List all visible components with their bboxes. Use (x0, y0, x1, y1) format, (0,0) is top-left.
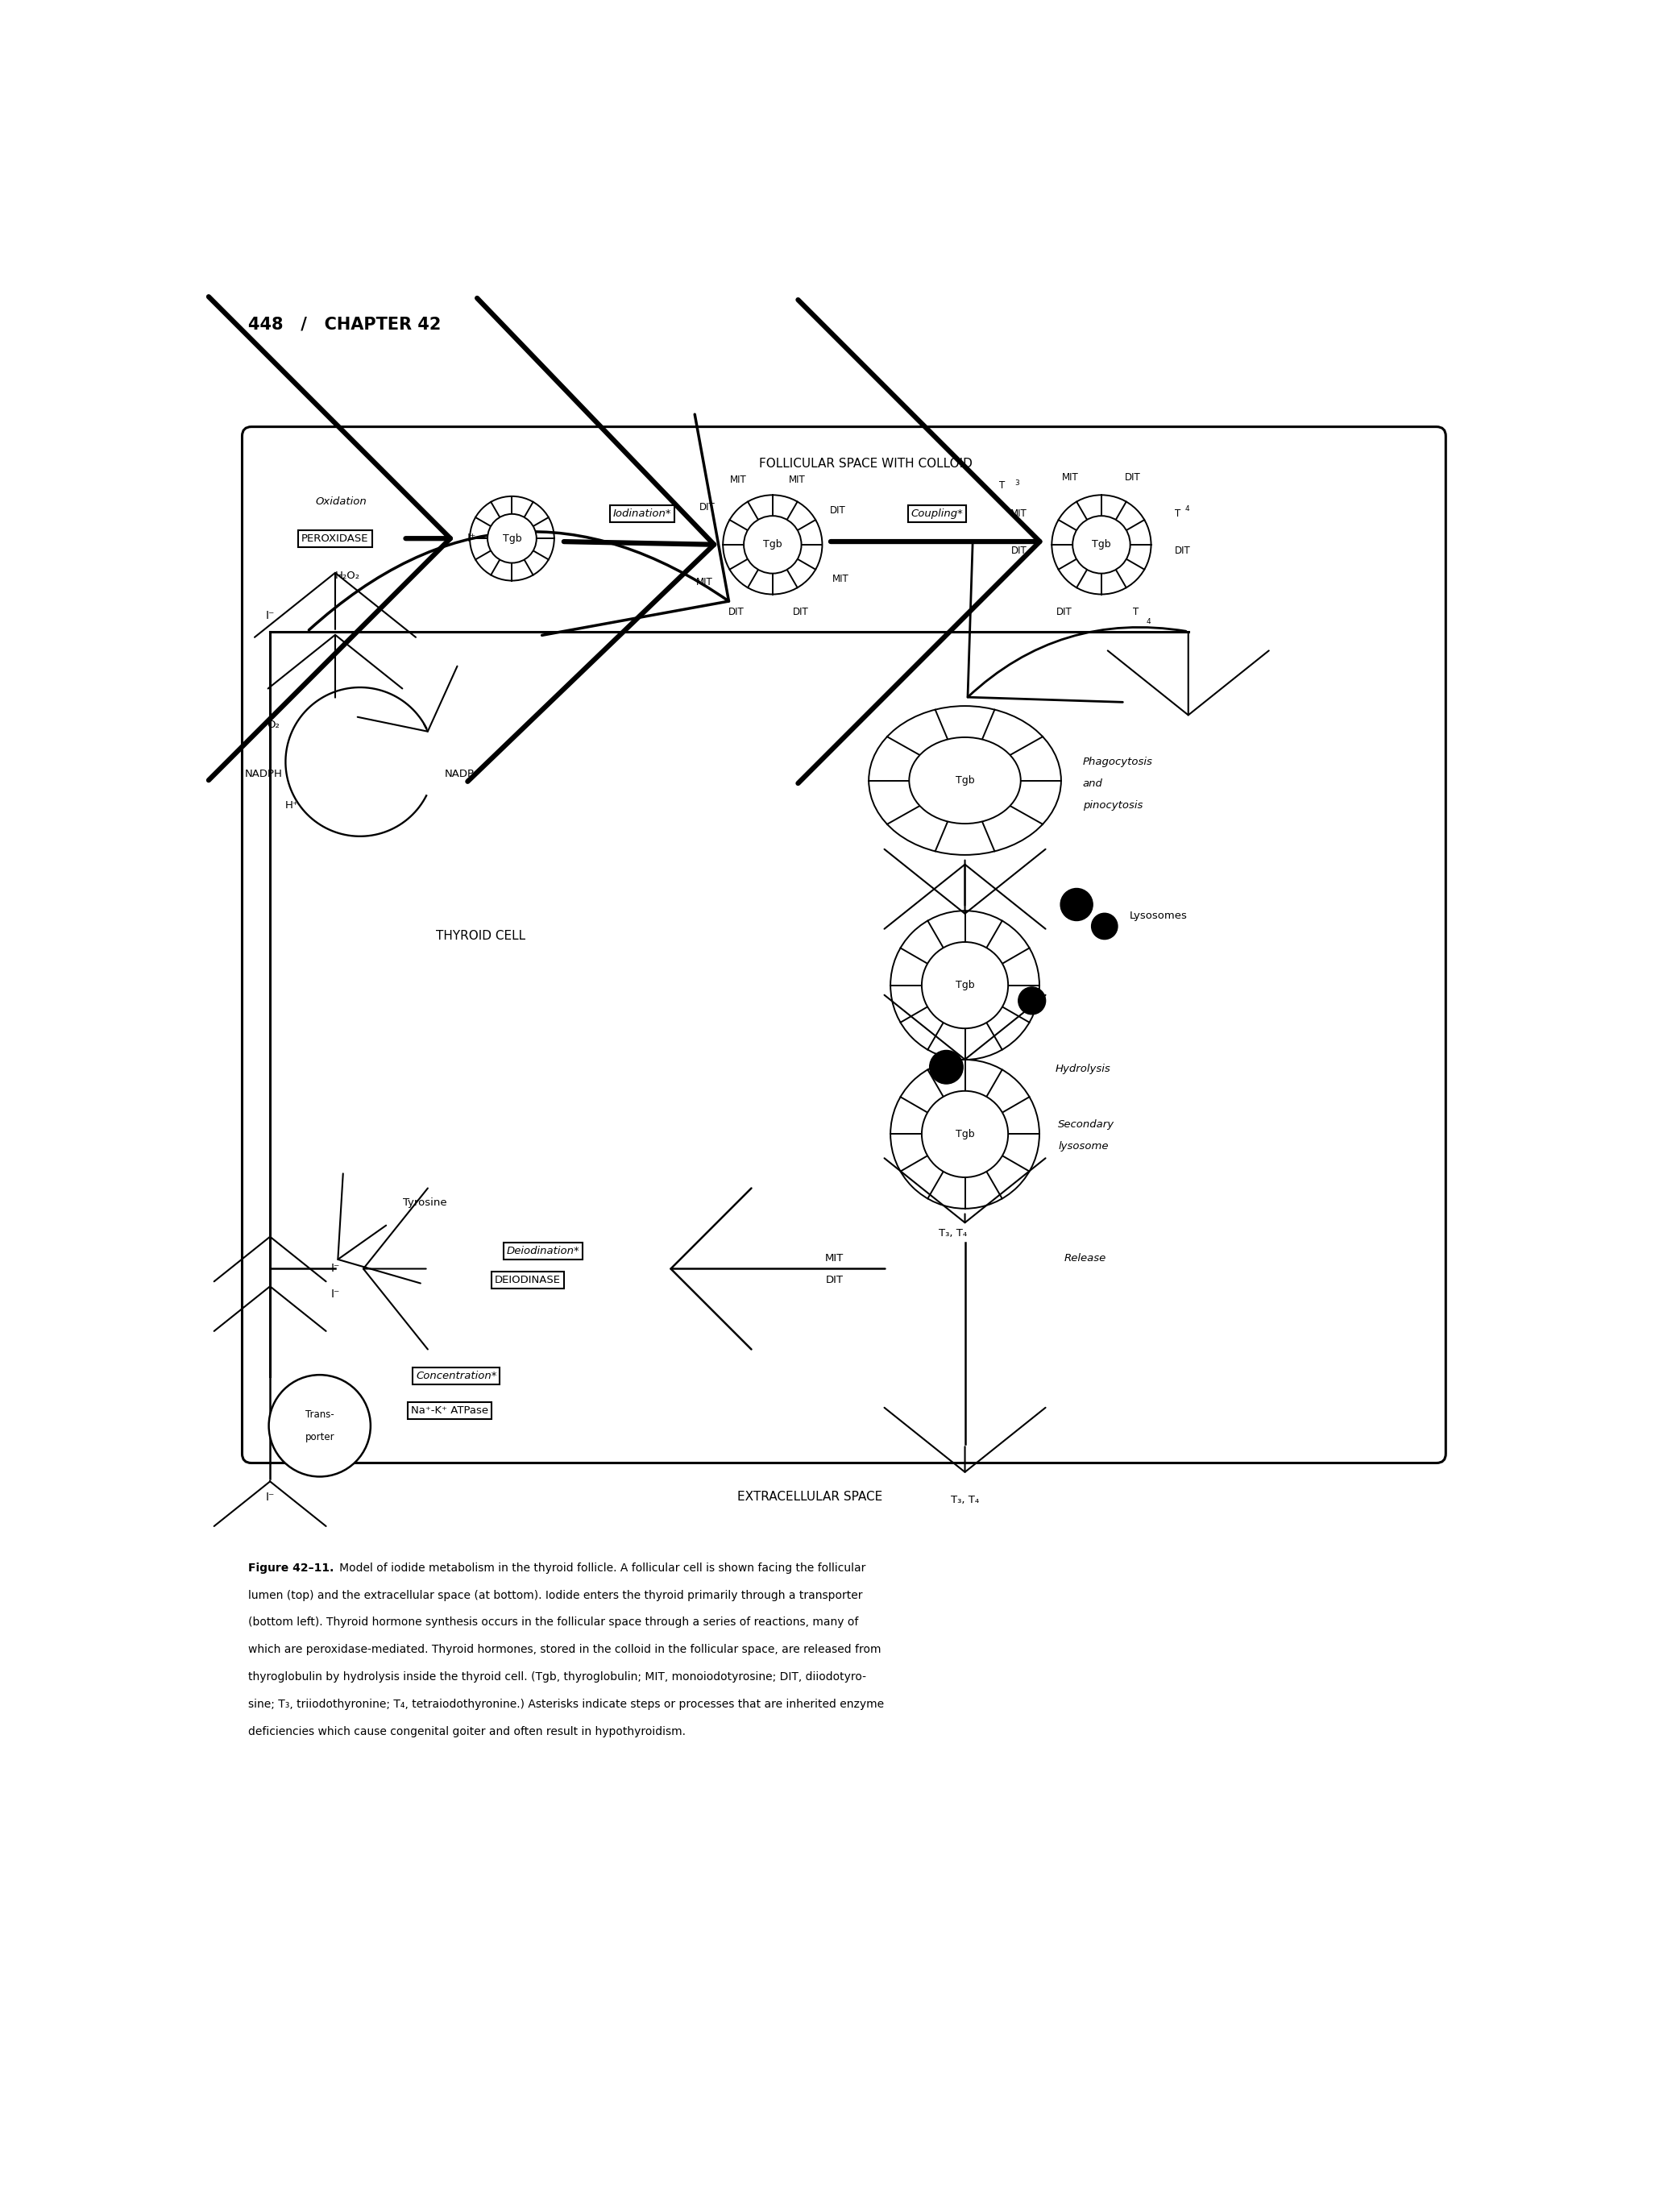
Circle shape (1072, 515, 1131, 573)
Text: T: T (1132, 606, 1139, 617)
Text: MIT: MIT (1062, 473, 1079, 482)
Text: I⁻: I⁻ (331, 1263, 339, 1274)
Text: EXTRACELLULAR SPACE: EXTRACELLULAR SPACE (738, 1491, 882, 1504)
Text: I⁻: I⁻ (331, 1290, 339, 1301)
Text: T₃, T₄: T₃, T₄ (951, 1495, 979, 1506)
Text: I⁻: I⁻ (265, 611, 274, 622)
Text: Tyrosine: Tyrosine (403, 1197, 447, 1208)
Text: DEIODINASE: DEIODINASE (494, 1274, 561, 1285)
Text: which are peroxidase-mediated. Thyroid hormones, stored in the colloid in the fo: which are peroxidase-mediated. Thyroid h… (249, 1644, 882, 1655)
Text: DIT: DIT (1057, 606, 1072, 617)
Text: NADPH: NADPH (245, 770, 282, 779)
Circle shape (1060, 889, 1092, 920)
Text: T₃, T₄: T₃, T₄ (939, 1228, 966, 1239)
Text: DIT: DIT (1124, 473, 1141, 482)
Text: MIT: MIT (790, 473, 806, 484)
Text: PEROXIDASE: PEROXIDASE (301, 533, 370, 544)
Circle shape (1092, 914, 1117, 940)
Text: MIT: MIT (1010, 509, 1026, 520)
Text: MIT: MIT (696, 577, 712, 586)
Text: Coupling*: Coupling* (911, 509, 963, 520)
Text: DIT: DIT (1174, 546, 1191, 555)
Text: T: T (1000, 480, 1005, 491)
Text: O₂: O₂ (267, 719, 279, 730)
Circle shape (269, 1376, 371, 1478)
Text: NADP⁺: NADP⁺ (445, 770, 480, 779)
Text: and: and (1084, 779, 1102, 790)
Text: (bottom left). Thyroid hormone synthesis occurs in the follicular space through : (bottom left). Thyroid hormone synthesis… (249, 1617, 858, 1628)
Text: Release: Release (1063, 1252, 1107, 1263)
Text: I⁺: I⁺ (467, 533, 475, 544)
Text: THYROID CELL: THYROID CELL (437, 929, 526, 942)
Text: porter: porter (304, 1431, 334, 1442)
Text: Tgb: Tgb (502, 533, 521, 544)
Text: MIT: MIT (833, 573, 848, 584)
Text: Figure 42–11.: Figure 42–11. (249, 1562, 334, 1573)
Text: Trans-: Trans- (306, 1409, 334, 1420)
Text: DIT: DIT (830, 504, 845, 515)
Ellipse shape (909, 737, 1021, 823)
Text: 4: 4 (1146, 617, 1151, 626)
Text: +: + (487, 533, 497, 544)
Text: MIT: MIT (731, 473, 748, 484)
Text: DIT: DIT (699, 502, 716, 513)
Text: I⁻: I⁻ (265, 1491, 274, 1502)
Text: Iodination*: Iodination* (613, 509, 672, 520)
Text: 4: 4 (1184, 507, 1189, 513)
Text: Deiodination*: Deiodination* (506, 1245, 580, 1256)
Text: DIT: DIT (1011, 546, 1026, 555)
Circle shape (744, 515, 801, 573)
Text: Concentration*: Concentration* (415, 1371, 497, 1380)
Text: MIT: MIT (825, 1252, 843, 1263)
Circle shape (929, 1051, 963, 1084)
Text: Na⁺-K⁺ ATPase: Na⁺-K⁺ ATPase (412, 1405, 489, 1416)
Circle shape (487, 513, 536, 562)
Text: 3: 3 (1015, 480, 1020, 487)
Text: T: T (1174, 509, 1181, 520)
Text: lumen (top) and the extracellular space (at bottom). Iodide enters the thyroid p: lumen (top) and the extracellular space … (249, 1590, 864, 1601)
Text: Tgb: Tgb (956, 774, 974, 785)
Text: DIT: DIT (827, 1274, 843, 1285)
Text: thyroglobulin by hydrolysis inside the thyroid cell. (Tgb, thyroglobulin; MIT, m: thyroglobulin by hydrolysis inside the t… (249, 1672, 867, 1683)
Text: DIT: DIT (793, 606, 808, 617)
Text: Tgb: Tgb (956, 980, 974, 991)
Text: lysosome: lysosome (1058, 1141, 1109, 1152)
Text: Tgb: Tgb (763, 540, 783, 551)
Text: H₂O₂: H₂O₂ (334, 571, 360, 582)
Text: Oxidation: Oxidation (316, 495, 366, 507)
Text: Tgb: Tgb (1092, 540, 1110, 551)
Text: pinocytosis: pinocytosis (1084, 801, 1142, 810)
Circle shape (922, 942, 1008, 1029)
Text: sine; T₃, triiodothyronine; T₄, tetraiodothyronine.) Asterisks indicate steps or: sine; T₃, triiodothyronine; T₄, tetraiod… (249, 1699, 884, 1710)
Text: Hydrolysis: Hydrolysis (1055, 1064, 1110, 1075)
Circle shape (1018, 987, 1045, 1015)
Text: Lysosomes: Lysosomes (1129, 911, 1188, 920)
Circle shape (922, 1091, 1008, 1177)
Text: Secondary: Secondary (1058, 1119, 1114, 1130)
Text: 448   /   CHAPTER 42: 448 / CHAPTER 42 (249, 316, 442, 332)
Text: deficiencies which cause congenital goiter and often result in hypothyroidism.: deficiencies which cause congenital goit… (249, 1725, 685, 1736)
Text: Phagocytosis: Phagocytosis (1084, 757, 1152, 768)
Text: Model of iodide metabolism in the thyroid follicle. A follicular cell is shown f: Model of iodide metabolism in the thyroi… (329, 1562, 865, 1573)
Text: FOLLICULAR SPACE WITH COLLOID: FOLLICULAR SPACE WITH COLLOID (759, 458, 973, 469)
Text: Tgb: Tgb (956, 1128, 974, 1139)
Text: DIT: DIT (729, 606, 744, 617)
Text: H⁺: H⁺ (286, 801, 299, 810)
